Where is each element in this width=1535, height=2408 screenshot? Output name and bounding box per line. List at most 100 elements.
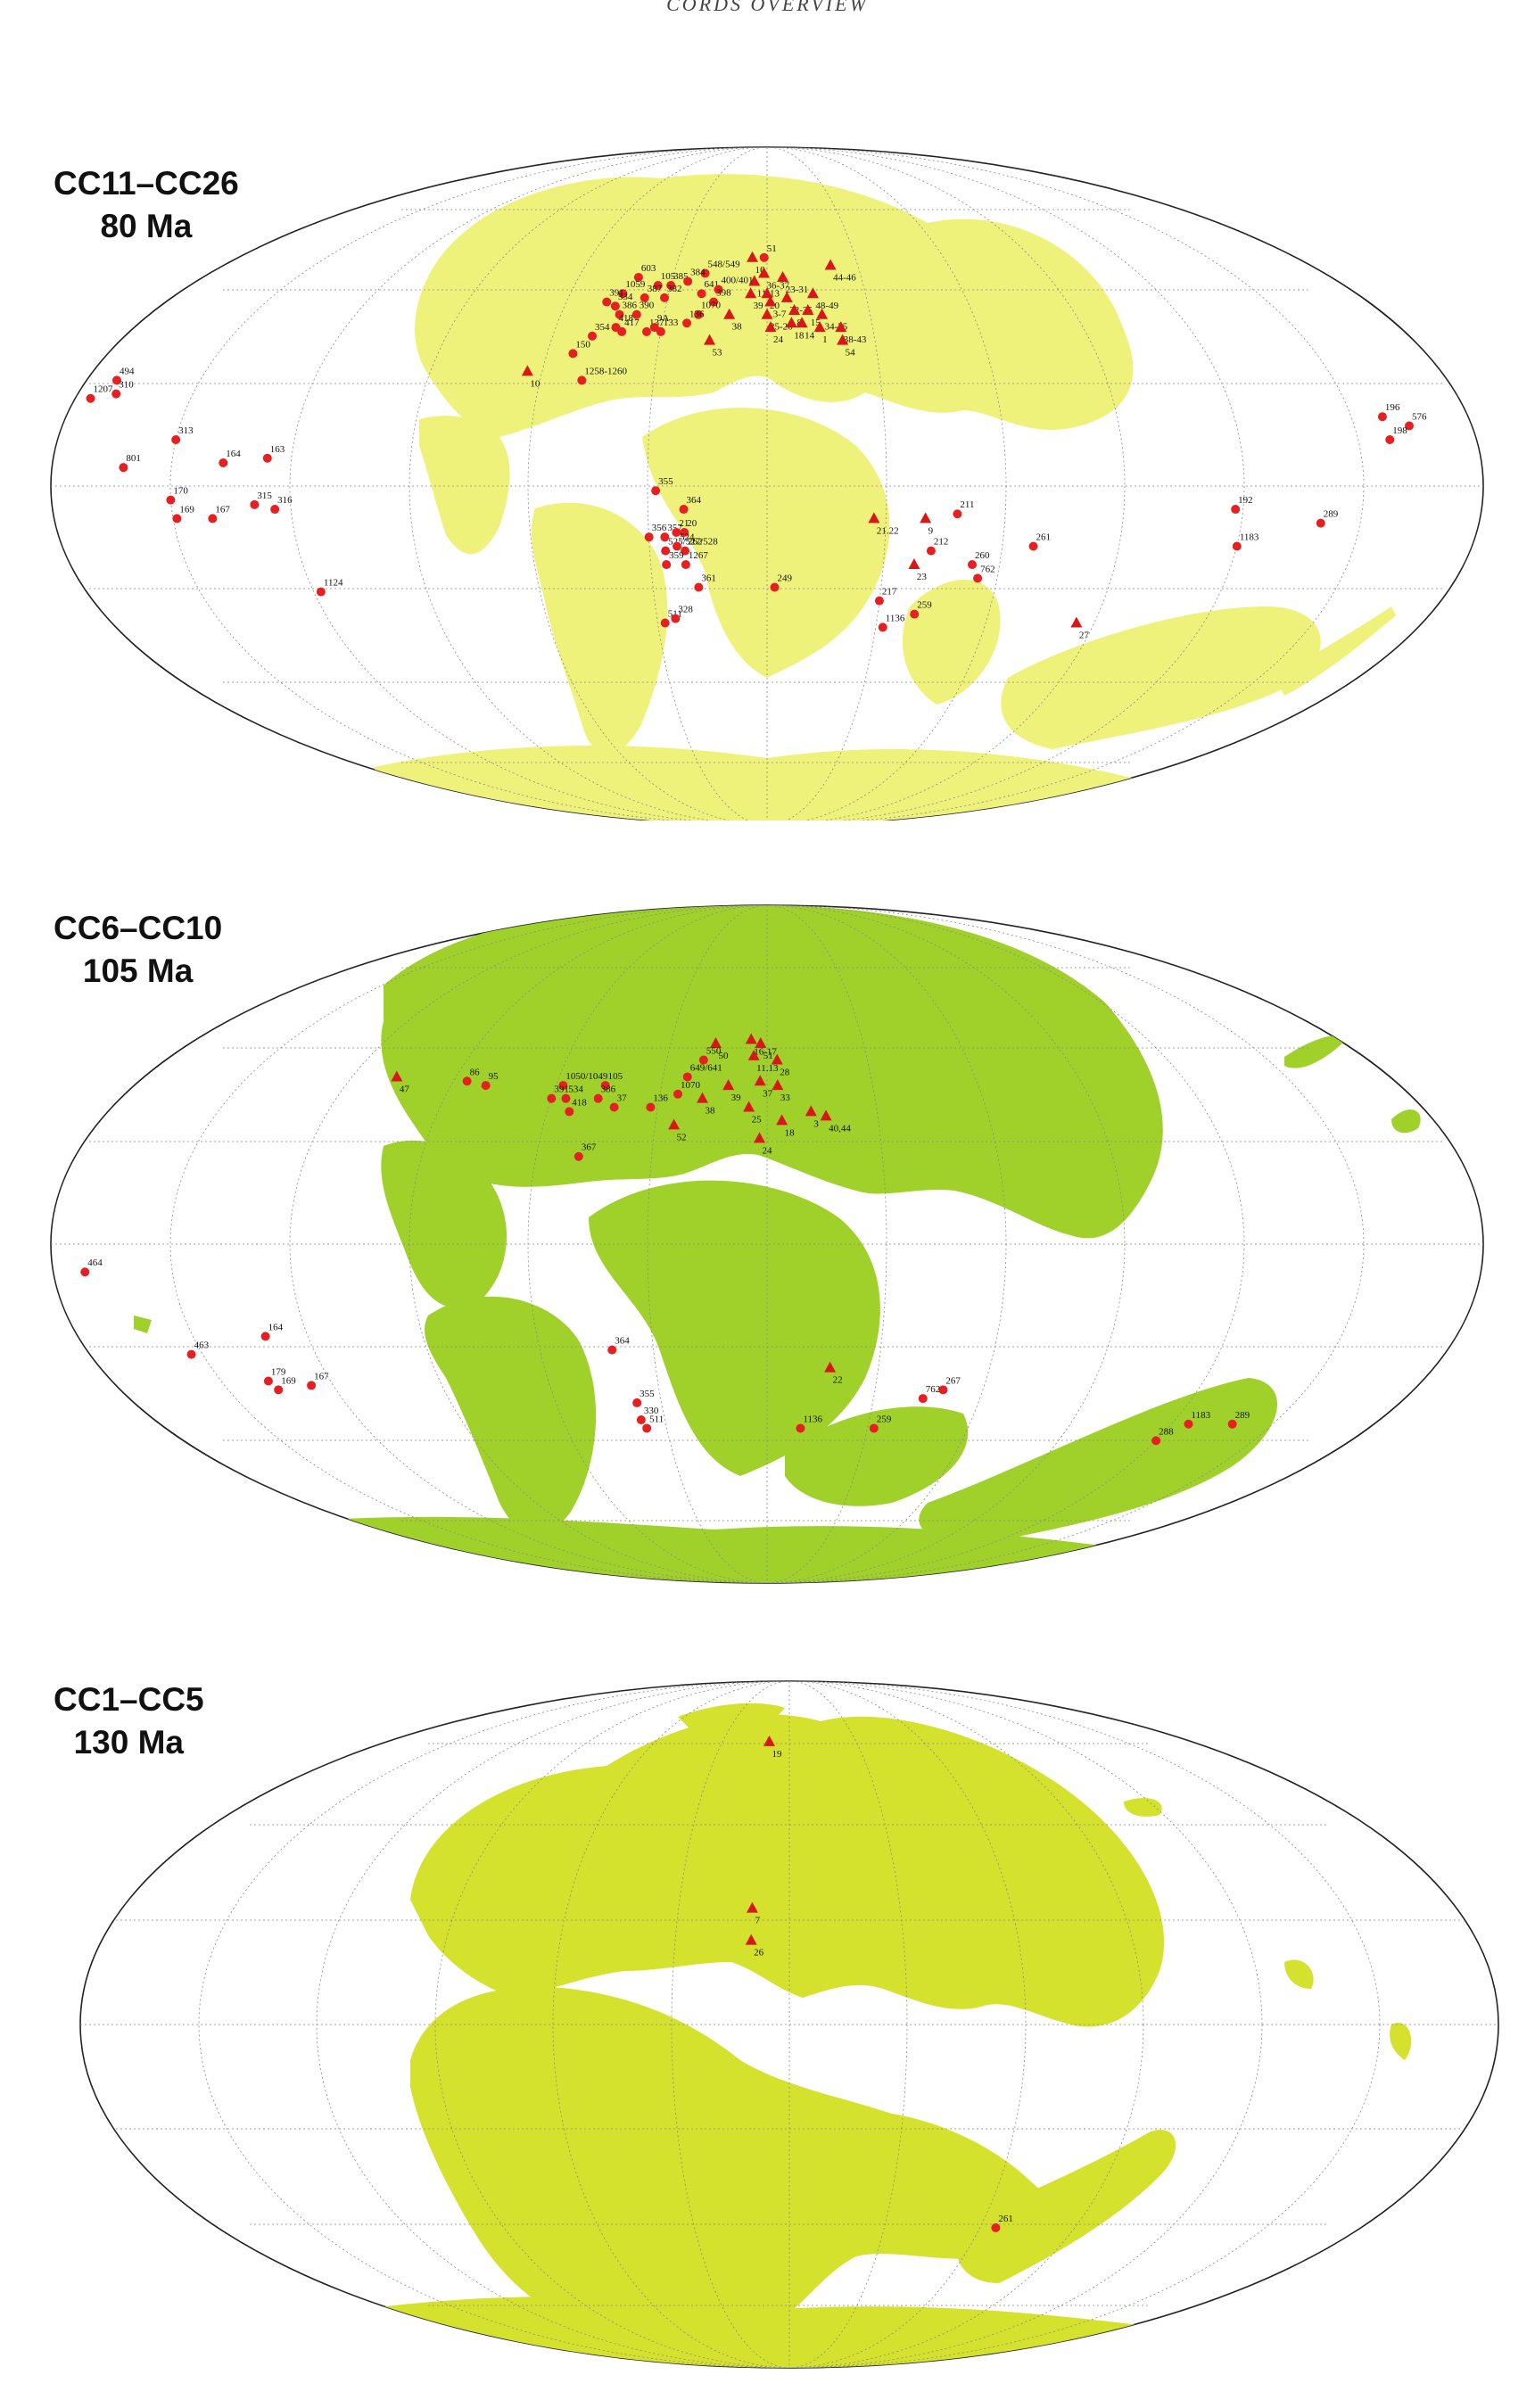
- site-circle-marker: [208, 514, 218, 524]
- site-triangle-marker: [723, 308, 736, 319]
- site-label: 328: [678, 605, 693, 615]
- site-circle-marker: [682, 318, 692, 328]
- site-circle-marker: [577, 375, 587, 385]
- site-label: 762: [926, 1384, 941, 1395]
- site-circle-marker: [462, 1076, 472, 1086]
- site-circle-marker: [593, 1093, 603, 1103]
- gondwana-landmass: [410, 1986, 1053, 2341]
- site-circle-marker: [973, 573, 983, 583]
- site-label: 212: [934, 537, 949, 548]
- site-label: 95: [489, 1071, 499, 1082]
- site-triangle-marker: [772, 1079, 784, 1091]
- site-label: 169: [281, 1375, 296, 1386]
- site-label: 16: [755, 265, 766, 276]
- site-circle-marker: [86, 393, 95, 403]
- site-label: 391: [554, 1084, 569, 1095]
- site-label: 217: [882, 587, 897, 598]
- antarctica-landmass: [357, 2297, 1160, 2368]
- site-label: 386: [601, 1084, 616, 1095]
- site-circle-marker: [698, 1055, 708, 1065]
- site-circle-marker: [660, 618, 670, 628]
- site-circle-marker: [1232, 541, 1242, 551]
- site-label: 390: [640, 301, 655, 311]
- site-label: 27: [1079, 631, 1090, 641]
- site-label: 534: [618, 292, 633, 302]
- age-label: 80 Ma: [100, 208, 193, 244]
- site-circle-marker: [681, 560, 690, 570]
- site-label: 51: [767, 243, 777, 254]
- site-triangle-marker: [754, 1132, 766, 1143]
- site-triangle-marker: [868, 512, 880, 524]
- site-triangle-marker: [743, 1101, 755, 1112]
- site-circle-marker: [640, 293, 649, 302]
- site-label: 179: [271, 1367, 286, 1378]
- site-circle-marker: [610, 301, 620, 311]
- site-label: 53: [713, 348, 723, 359]
- site-label: 382: [667, 284, 682, 294]
- site-circle-marker: [641, 326, 651, 336]
- site-circle-marker: [633, 272, 643, 282]
- site-label: 37: [763, 1088, 773, 1099]
- site-circle-marker: [602, 297, 612, 307]
- site-label: 21: [679, 518, 689, 529]
- site-label: 86: [470, 1067, 481, 1077]
- site-label: 37: [617, 1093, 628, 1103]
- site-label: 14: [805, 330, 815, 341]
- site-label: 1258-1260: [584, 366, 627, 376]
- site-circle-marker: [680, 527, 689, 537]
- site-triangle-marker: [745, 287, 757, 299]
- site-label: 367: [582, 1142, 597, 1153]
- site-circle-marker: [250, 499, 260, 509]
- site-label: 1183: [1240, 532, 1259, 542]
- site-circle-marker: [1231, 505, 1241, 515]
- graticule: [80, 1681, 1498, 2368]
- site-label: 1070: [701, 301, 722, 311]
- site-label: 261: [1036, 532, 1052, 542]
- site-label: 18: [785, 1127, 796, 1138]
- site-label: 38: [705, 1106, 715, 1117]
- site-label: 105: [608, 1071, 623, 1082]
- pacific-fragments: [134, 1035, 1421, 1333]
- site-label: 7: [755, 1916, 760, 1926]
- site-circle-marker: [759, 252, 769, 262]
- site-triangle-marker: [761, 287, 773, 299]
- site-label: 3: [813, 1118, 819, 1129]
- site-label: 38: [732, 322, 743, 333]
- south-america-landmass: [425, 1296, 597, 1535]
- north-america-landmass: [419, 416, 510, 555]
- madagascar-india-landmass: [785, 1406, 969, 1506]
- site-label: 136: [653, 1093, 668, 1103]
- site-triangle-marker: [709, 1037, 722, 1049]
- site-circle-marker: [938, 1385, 948, 1395]
- site-label: 524: [680, 532, 695, 542]
- site-triangle-marker: [796, 317, 808, 328]
- site-circle-marker: [561, 1093, 571, 1103]
- site-label: 1267: [689, 550, 709, 561]
- site-circle-marker: [649, 323, 659, 333]
- site-label: 198: [1392, 425, 1407, 436]
- site-circle-marker: [1385, 435, 1395, 445]
- site-label: 262: [688, 537, 703, 548]
- site-label: 289: [1324, 509, 1339, 520]
- projection-map: 16-17 50 51 550 11.13 28 47 86 95 1050/1049 105 649…: [50, 904, 1484, 1584]
- site-circle-marker: [316, 587, 326, 597]
- site-label: 25-26: [770, 322, 793, 333]
- site-label: 48-49: [815, 301, 838, 311]
- site-circle-marker: [617, 326, 627, 336]
- site-circle-marker: [682, 1072, 692, 1082]
- running-header: CORDS OVERVIEW: [666, 0, 869, 15]
- laurasia-landmass: [410, 1714, 1165, 2027]
- site-label: 364: [615, 1336, 630, 1347]
- site-triangle-marker: [816, 308, 829, 319]
- site-circle-marker: [80, 1267, 90, 1277]
- site-label: 400/401: [721, 276, 753, 286]
- site-label: 21.22: [877, 525, 899, 536]
- antarctica-landmass: [375, 746, 1160, 821]
- site-label: 196: [1385, 402, 1400, 413]
- site-triangle-marker: [785, 317, 797, 328]
- site-circle-marker: [651, 486, 661, 496]
- site-circle-marker: [642, 1423, 652, 1433]
- south-america-landmass: [531, 502, 668, 755]
- antarctica-landmass: [312, 1516, 1115, 1583]
- site-label: 548/549: [708, 259, 741, 269]
